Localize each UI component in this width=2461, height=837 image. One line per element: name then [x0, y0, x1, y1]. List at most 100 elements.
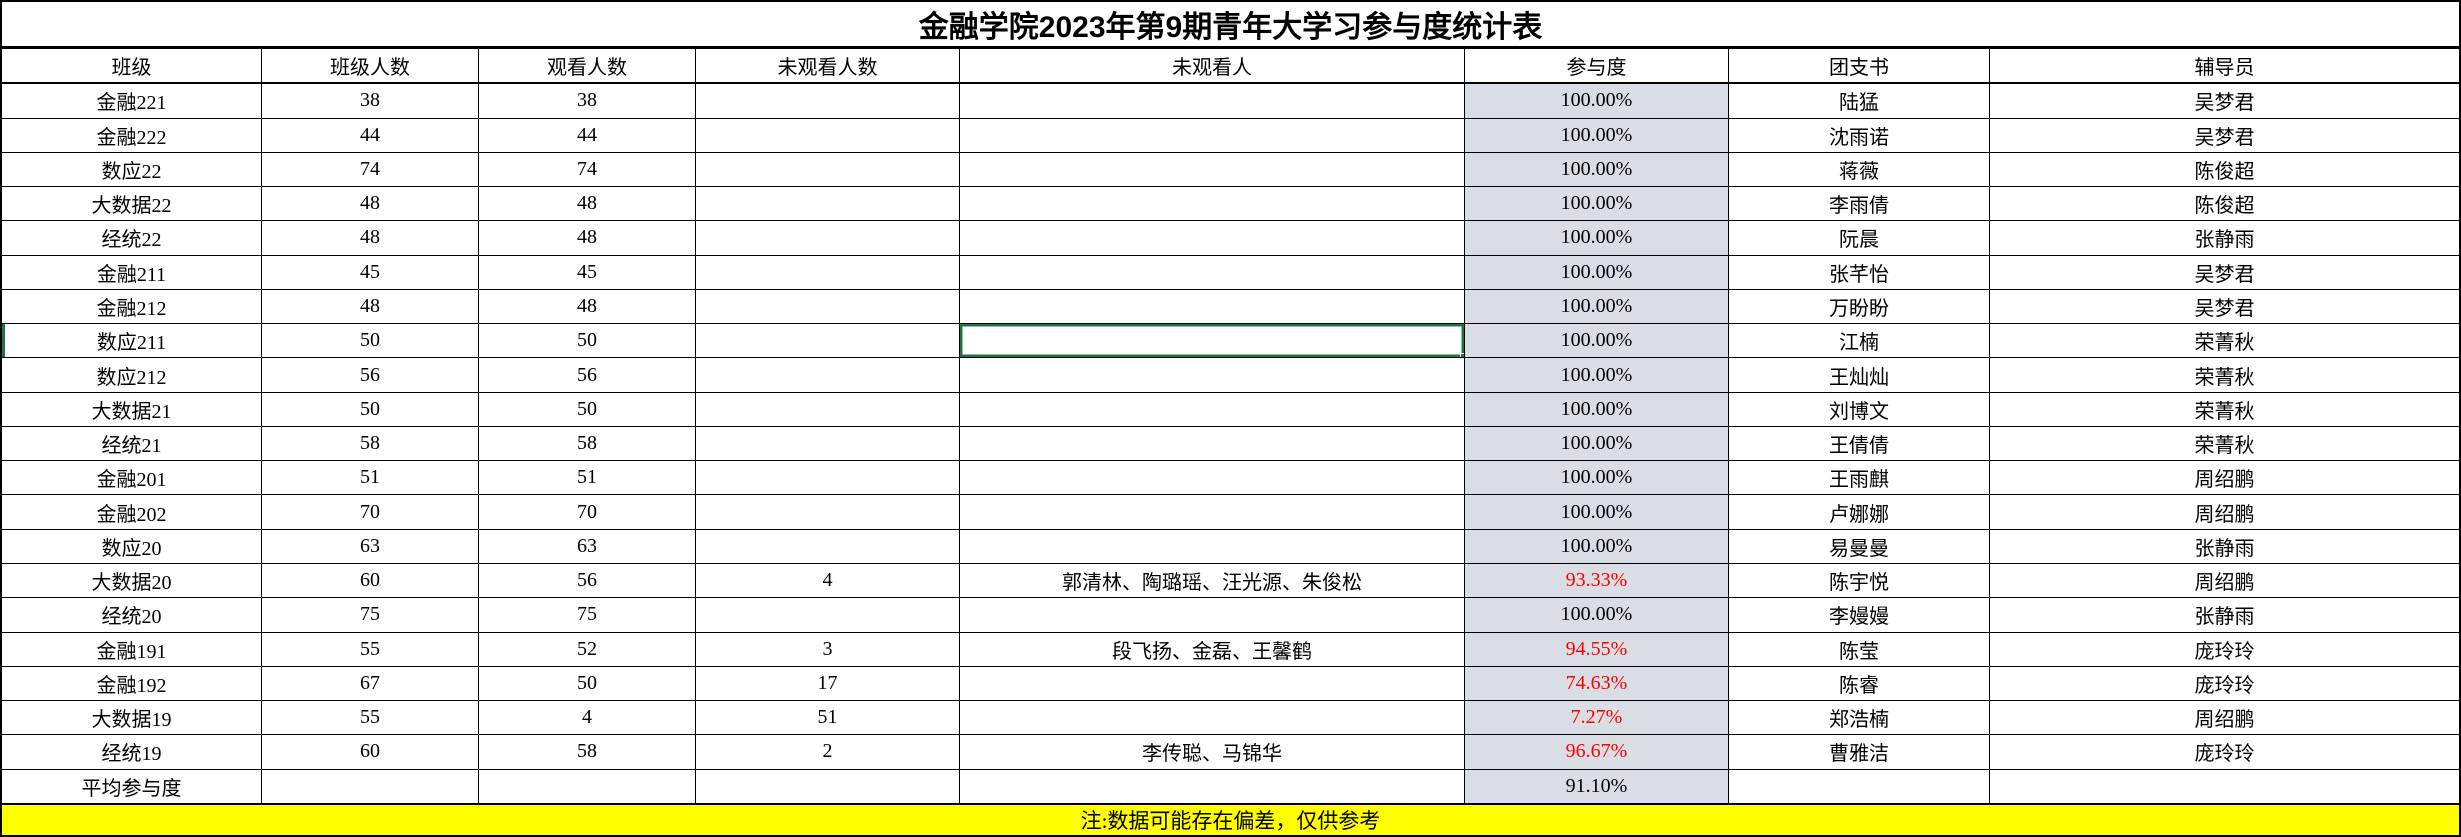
cell-viewers[interactable]: 45 — [479, 255, 696, 289]
cell-viewers[interactable]: 58 — [479, 735, 696, 769]
cell-secretary[interactable]: 刘博文 — [1729, 392, 1990, 426]
cell-non_viewer_names[interactable] — [960, 426, 1465, 461]
cell-secretary[interactable]: 李雨倩 — [1729, 187, 1990, 221]
cell-secretary[interactable]: 陈睿 — [1729, 666, 1990, 701]
cell-rate[interactable]: 100.00% — [1465, 495, 1729, 529]
cell-counselor[interactable]: 张静雨 — [2194, 606, 2255, 629]
cell-counselor[interactable]: 荣菁秋 — [2194, 435, 2255, 458]
cell-viewers[interactable]: 50 — [479, 392, 696, 426]
cell-secretary[interactable]: 沈雨诺 — [1729, 118, 1990, 152]
cell-secretary[interactable]: 卢娜娜 — [1729, 495, 1990, 529]
cell-secretary[interactable]: 陈宇悦 — [1729, 563, 1990, 598]
cell-class[interactable]: 金融212 — [2, 289, 262, 324]
cell-size[interactable]: 48 — [262, 289, 479, 324]
cell-non_viewer_count[interactable] — [696, 118, 960, 152]
header-secretary[interactable]: 团支书 — [1729, 49, 1990, 83]
cell-non_viewer_count[interactable] — [696, 529, 960, 563]
cell-secretary[interactable]: 王雨麒 — [1729, 461, 1990, 495]
cell-class[interactable]: 数应22 — [2, 152, 262, 187]
cell-class[interactable]: 金融202 — [2, 495, 262, 529]
cell-viewers[interactable]: 56 — [479, 563, 696, 598]
cell-non_viewer_names[interactable] — [960, 324, 1465, 358]
cell-viewers[interactable]: 74 — [479, 152, 696, 187]
cell-rate[interactable]: 100.00% — [1465, 118, 1729, 152]
cell-class[interactable]: 经统19 — [2, 735, 262, 769]
cell-viewers[interactable]: 44 — [479, 118, 696, 152]
cell-non_viewer_count[interactable]: 17 — [696, 666, 960, 701]
cell-counselor[interactable]: 吴梦君 — [2194, 126, 2255, 149]
cell-class[interactable]: 数应212 — [2, 358, 262, 392]
cell-rate[interactable]: 100.00% — [1465, 221, 1729, 255]
cell-size[interactable]: 48 — [262, 221, 479, 255]
note-row[interactable]: 注:数据可能存在偏差，仅供参考 — [2, 803, 2459, 835]
cell-class[interactable]: 经统20 — [2, 598, 262, 632]
cell-non_viewer_count[interactable] — [696, 289, 960, 324]
cell-non_viewer_names[interactable] — [960, 769, 1465, 803]
cell-non_viewer_count[interactable] — [696, 84, 960, 118]
cell-size[interactable]: 74 — [262, 152, 479, 187]
cell-counselor[interactable]: 周绍鹏 — [2194, 503, 2255, 526]
cell-non_viewer_names[interactable]: 郭清林、陶璐瑶、汪光源、朱俊松 — [960, 563, 1465, 598]
cell-class[interactable]: 金融211 — [2, 255, 262, 289]
cell-non_viewer_names[interactable]: 李传聪、马锦华 — [960, 735, 1465, 769]
cell-secretary[interactable]: 阮晨 — [1729, 221, 1990, 255]
cell-non_viewer_names[interactable] — [960, 701, 1465, 735]
cell-class[interactable]: 经统22 — [2, 221, 262, 255]
cell-counselor[interactable]: 庞玲玲 — [2194, 674, 2255, 697]
cell-size[interactable]: 70 — [262, 495, 479, 529]
selection-fill-handle[interactable] — [1460, 353, 1464, 358]
cell-class[interactable]: 金融221 — [2, 84, 262, 118]
cell-viewers[interactable]: 52 — [479, 632, 696, 666]
cell-size[interactable]: 58 — [262, 426, 479, 461]
cell-secretary[interactable]: 江楠 — [1729, 324, 1990, 358]
cell-rate[interactable]: 96.67% — [1465, 735, 1729, 769]
cell-counselor[interactable]: 周绍鹏 — [2194, 709, 2255, 732]
cell-class[interactable]: 金融191 — [2, 632, 262, 666]
cell-non_viewer_count[interactable] — [696, 152, 960, 187]
cell-rate[interactable]: 74.63% — [1465, 666, 1729, 701]
cell-counselor[interactable]: 吴梦君 — [2194, 297, 2255, 320]
cell-class[interactable]: 金融192 — [2, 666, 262, 701]
cell-size[interactable]: 55 — [262, 701, 479, 735]
cell-size[interactable]: 50 — [262, 324, 479, 358]
cell-viewers[interactable]: 50 — [479, 324, 696, 358]
cell-viewers[interactable]: 63 — [479, 529, 696, 563]
cell-viewers[interactable]: 4 — [479, 701, 696, 735]
cell-non_viewer_names[interactable] — [960, 152, 1465, 187]
cell-rate[interactable]: 93.33% — [1465, 563, 1729, 598]
cell-secretary[interactable]: 王倩倩 — [1729, 426, 1990, 461]
cell-rate[interactable]: 100.00% — [1465, 392, 1729, 426]
cell-non_viewer_names[interactable] — [960, 84, 1465, 118]
cell-counselor[interactable]: 吴梦君 — [2194, 92, 2255, 115]
cell-counselor[interactable]: 庞玲玲 — [2194, 743, 2255, 766]
cell-viewers[interactable]: 48 — [479, 221, 696, 255]
cell-viewers[interactable]: 38 — [479, 84, 696, 118]
cell-size[interactable]: 55 — [262, 632, 479, 666]
cell-viewers[interactable]: 50 — [479, 666, 696, 701]
cell-counselor[interactable]: 荣菁秋 — [2194, 332, 2255, 355]
cell-secretary[interactable]: 蒋薇 — [1729, 152, 1990, 187]
header-counselor[interactable]: 辅导员 — [2194, 57, 2255, 80]
cell-non_viewer_count[interactable] — [696, 598, 960, 632]
cell-class[interactable]: 数应20 — [2, 529, 262, 563]
cell-secretary[interactable]: 陆猛 — [1729, 84, 1990, 118]
cell-class[interactable]: 金融222 — [2, 118, 262, 152]
cell-viewers[interactable]: 51 — [479, 461, 696, 495]
cell-secretary[interactable]: 张芊怡 — [1729, 255, 1990, 289]
cell-rate[interactable]: 100.00% — [1465, 289, 1729, 324]
cell-secretary[interactable]: 曹雅洁 — [1729, 735, 1990, 769]
cell-non_viewer_names[interactable] — [960, 598, 1465, 632]
cell-viewers[interactable]: 48 — [479, 289, 696, 324]
cell-counselor[interactable]: 周绍鹏 — [2194, 469, 2255, 492]
cell-non_viewer_names[interactable] — [960, 187, 1465, 221]
cell-rate[interactable]: 100.00% — [1465, 529, 1729, 563]
cell-secretary[interactable]: 陈莹 — [1729, 632, 1990, 666]
cell-non_viewer_names[interactable] — [960, 118, 1465, 152]
cell-non_viewer_count[interactable] — [696, 392, 960, 426]
cell-non_viewer_names[interactable] — [960, 221, 1465, 255]
cell-rate[interactable]: 100.00% — [1465, 598, 1729, 632]
cell-rate[interactable]: 91.10% — [1465, 769, 1729, 803]
cell-non_viewer_count[interactable]: 51 — [696, 701, 960, 735]
cell-non_viewer_names[interactable] — [960, 666, 1465, 701]
cell-class[interactable]: 数应211 — [2, 324, 262, 358]
